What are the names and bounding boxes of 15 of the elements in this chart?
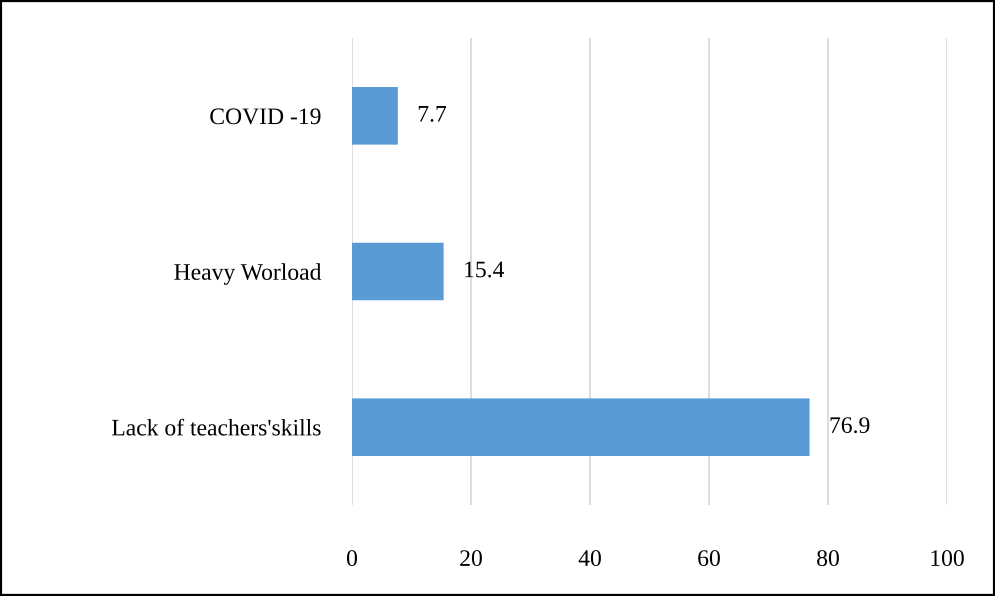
x-tick-label: 40 <box>578 550 601 566</box>
y-tick-label: COVID -19 <box>210 108 320 124</box>
x-tick-label: 0 <box>346 550 358 566</box>
x-tick-label: 100 <box>931 550 964 566</box>
bar <box>352 242 444 300</box>
data-label: 76.9 <box>830 417 870 434</box>
y-tick-label: Heavy Worload <box>174 263 322 285</box>
bar <box>352 87 398 145</box>
x-tick-label: 80 <box>817 550 839 566</box>
data-label: 7.7 <box>418 106 446 122</box>
x-tick-label: 20 <box>460 550 482 566</box>
y-tick-label: Lack of teachers'skills <box>112 418 321 436</box>
data-label: 15.4 <box>465 262 504 278</box>
bar <box>352 398 810 456</box>
x-tick-label: 60 <box>698 550 720 566</box>
